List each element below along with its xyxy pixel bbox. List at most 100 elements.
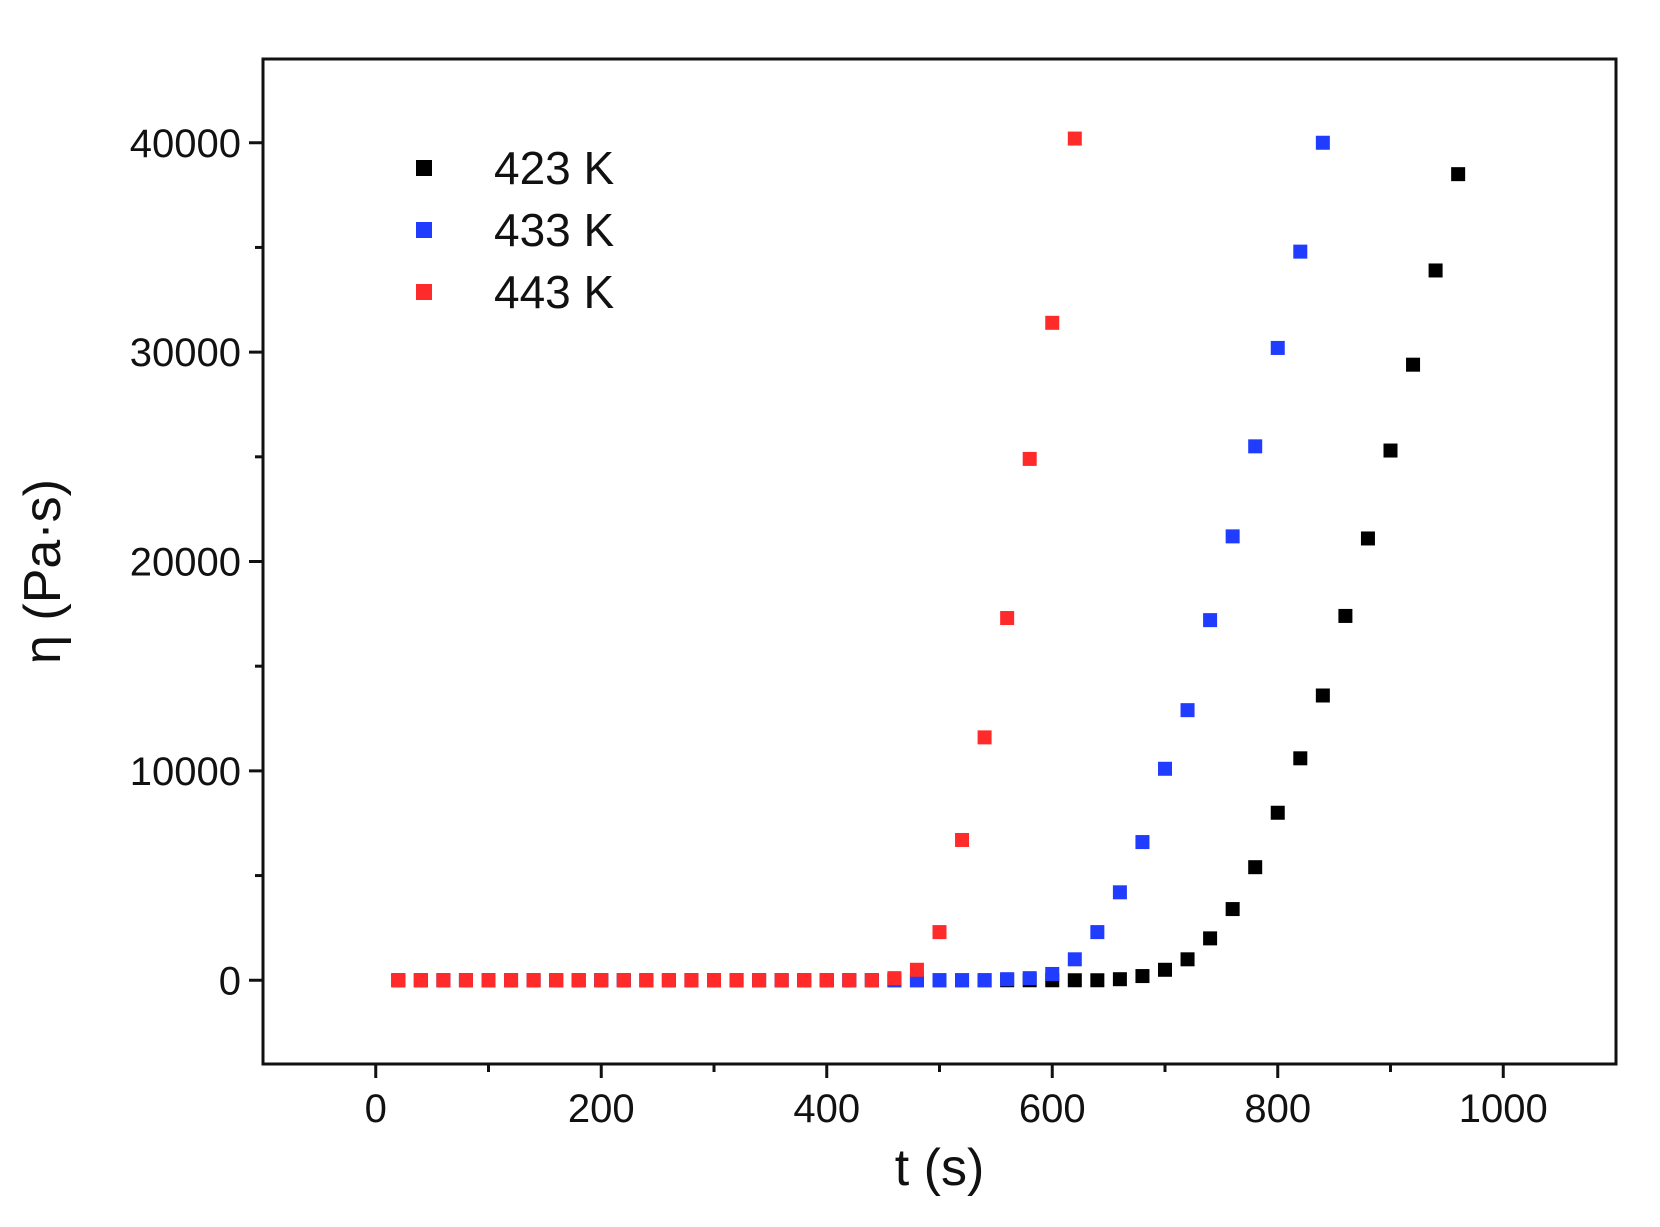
data-point xyxy=(1067,952,1082,967)
legend-marker xyxy=(416,284,432,300)
legend: 423 K 433 K 443 K xyxy=(416,142,615,318)
data-point xyxy=(1225,529,1240,544)
y-tick-label: 20000 xyxy=(130,541,241,585)
data-point xyxy=(571,973,586,988)
legend-item: 423 K xyxy=(416,142,615,194)
data-point xyxy=(436,973,451,988)
data-point xyxy=(1158,962,1172,977)
y-tick-label: 30000 xyxy=(130,331,241,375)
data-point xyxy=(1315,135,1330,150)
data-point xyxy=(481,973,496,988)
data-point xyxy=(526,973,541,988)
data-point xyxy=(1135,969,1150,984)
data-point xyxy=(977,730,992,745)
data-point xyxy=(1248,439,1263,454)
data-point xyxy=(1022,971,1037,986)
data-point xyxy=(977,973,992,988)
data-point xyxy=(684,973,699,988)
data-point xyxy=(639,973,654,988)
data-point xyxy=(819,973,834,988)
legend-label: 433 K xyxy=(494,204,615,256)
data-point xyxy=(1203,931,1218,946)
x-tick-label: 800 xyxy=(1244,1087,1311,1131)
data-point xyxy=(1315,688,1330,703)
data-point xyxy=(1203,613,1218,628)
plot-frame xyxy=(261,57,1618,1066)
data-point xyxy=(909,962,924,977)
data-point xyxy=(932,925,947,940)
legend-marker xyxy=(416,160,432,176)
data-point xyxy=(1067,973,1082,988)
data-point xyxy=(1406,357,1421,372)
x-tick-label: 400 xyxy=(793,1087,860,1131)
data-point xyxy=(1360,531,1375,546)
data-point xyxy=(1090,925,1105,940)
data-point xyxy=(955,973,970,988)
data-point xyxy=(932,973,947,988)
y-tick-label: 40000 xyxy=(130,122,241,166)
data-point xyxy=(1248,860,1263,875)
legend-item: 443 K xyxy=(416,266,615,318)
y-tick-label: 0 xyxy=(219,959,241,1003)
axis-titles: t (s) η (Pa·s) xyxy=(14,479,984,1197)
data-point xyxy=(1338,608,1353,623)
legend-label: 423 K xyxy=(494,142,615,194)
data-points xyxy=(391,131,1466,988)
data-point xyxy=(864,973,879,988)
data-point xyxy=(1000,611,1015,626)
y-tick-label: 10000 xyxy=(130,750,241,794)
data-point xyxy=(707,973,721,988)
data-point xyxy=(1225,902,1240,917)
data-point xyxy=(1045,315,1060,330)
data-point xyxy=(1270,805,1285,820)
data-point xyxy=(1180,952,1195,967)
data-point xyxy=(1135,835,1150,850)
data-point xyxy=(887,971,902,986)
data-point xyxy=(1112,972,1127,987)
legend-marker xyxy=(416,222,432,238)
data-point xyxy=(752,973,767,988)
data-point xyxy=(955,832,970,847)
legend-label: 443 K xyxy=(494,266,615,318)
data-point xyxy=(1293,244,1308,259)
series-1 xyxy=(391,135,1330,988)
x-tick-label: 600 xyxy=(1019,1087,1086,1131)
data-point xyxy=(616,973,631,988)
data-point xyxy=(1270,340,1285,355)
data-point xyxy=(391,973,406,988)
data-point xyxy=(1067,131,1082,146)
data-point xyxy=(1383,443,1398,458)
data-point xyxy=(1428,263,1443,278)
y-axis-title: η (Pa·s) xyxy=(14,479,72,664)
data-point xyxy=(661,973,676,988)
data-point xyxy=(1045,966,1060,981)
legend-item: 433 K xyxy=(416,204,615,256)
data-point xyxy=(1293,751,1308,766)
data-point xyxy=(1090,973,1105,988)
data-point xyxy=(594,973,609,988)
x-tick-label: 0 xyxy=(365,1087,387,1131)
data-point xyxy=(1180,703,1195,718)
data-point xyxy=(549,973,564,988)
axis-ticks xyxy=(249,141,1505,1078)
data-point xyxy=(1158,761,1172,776)
x-axis-title: t (s) xyxy=(895,1139,985,1197)
data-point xyxy=(504,973,519,988)
data-point xyxy=(458,973,473,988)
data-point xyxy=(1451,167,1466,182)
data-point xyxy=(842,973,857,988)
data-point xyxy=(797,973,812,988)
data-point xyxy=(729,973,744,988)
data-point xyxy=(413,973,428,988)
plot-area-border xyxy=(261,57,1618,1066)
x-tick-label: 200 xyxy=(568,1087,635,1131)
x-tick-label: 1000 xyxy=(1459,1087,1548,1131)
series-2 xyxy=(391,131,1082,988)
data-point xyxy=(1022,451,1037,466)
data-point xyxy=(1112,885,1127,900)
data-point xyxy=(774,973,789,988)
data-point xyxy=(1000,972,1015,987)
